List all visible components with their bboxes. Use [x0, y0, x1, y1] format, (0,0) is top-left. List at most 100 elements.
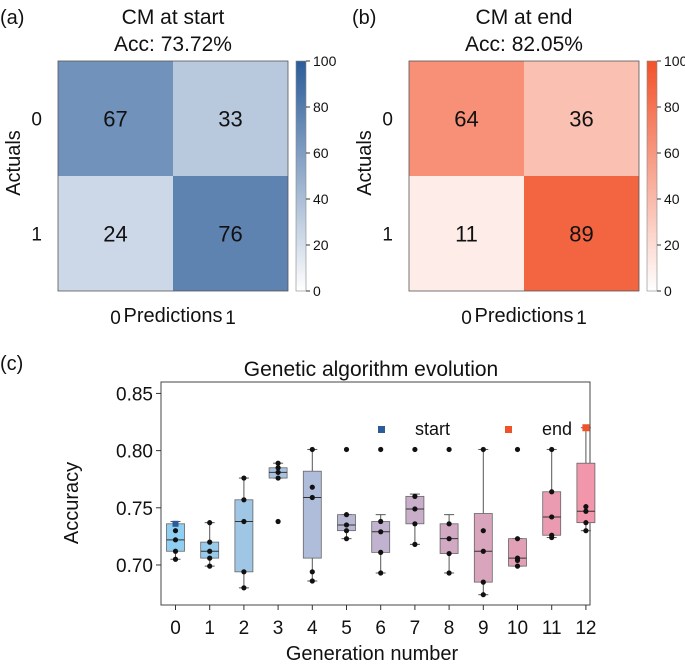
data-point: [583, 528, 589, 534]
data-point: [412, 541, 418, 547]
data-point: [309, 578, 315, 584]
data-point: [446, 521, 452, 527]
data-point: [412, 506, 418, 512]
data-point: [446, 446, 452, 453]
data-point: [241, 497, 247, 503]
box: [473, 513, 493, 583]
data-point: [207, 548, 213, 554]
cm-y-tick-label: 0: [382, 110, 393, 131]
panel-label-a: (a): [0, 7, 24, 29]
data-point: [378, 446, 384, 453]
x-tick-label: 1: [204, 618, 215, 639]
legend-swatch: [505, 426, 512, 433]
data-point: [480, 528, 486, 534]
data-point: [446, 550, 452, 557]
legend-swatch: [378, 426, 385, 433]
data-point: [412, 493, 418, 499]
cm-y-tick-label: 1: [382, 225, 393, 246]
box: [234, 499, 254, 573]
cm-start-xlabel: Predictions: [124, 305, 223, 327]
box-plot-panel: (c) Genetic algorithm evolution Accuracy…: [0, 353, 596, 665]
data-point: [412, 446, 418, 453]
box-plot-title: Genetic algorithm evolution: [244, 358, 498, 381]
cm-cell-value: 36: [569, 107, 593, 132]
y-tick-label: 0.85: [116, 384, 153, 405]
cm-cell: [524, 176, 639, 291]
data-point: [378, 549, 384, 555]
cm-cell-value: 67: [103, 107, 127, 132]
data-point: [343, 512, 350, 518]
colorbar-tick-label: 0: [313, 283, 321, 299]
cm-frame: [408, 60, 640, 292]
data-point: [241, 569, 247, 575]
data-point: [172, 528, 179, 534]
data-point: [480, 592, 486, 598]
box-plot-ylabel: Accuracy: [61, 462, 83, 544]
box-plot-xlabel: Generation number: [286, 643, 459, 665]
cm-end-subtitle: Acc: 82.05%: [465, 33, 583, 56]
data-point: [583, 520, 589, 526]
cm-cell: [173, 61, 288, 176]
data-point: [514, 536, 521, 542]
data-point: [309, 484, 315, 490]
legend-label: start: [415, 419, 450, 439]
data-point: [172, 556, 179, 562]
colorbar-tick-label: 60: [664, 145, 680, 161]
data-point: [172, 548, 179, 554]
data-point: [343, 536, 350, 542]
x-tick-label: 11: [542, 618, 562, 639]
data-point: [549, 489, 555, 495]
x-tick-label: 10: [507, 618, 528, 639]
y-tick-label: 0.75: [116, 499, 153, 520]
end-marker: [582, 424, 590, 432]
x-tick-label: 12: [575, 618, 596, 639]
confusion-matrix-end-panel: (b) CM at end Acc: 82.05% Actuals Predic…: [352, 6, 685, 329]
data-point: [480, 548, 486, 554]
data-point: [480, 579, 486, 585]
data-point: [241, 475, 247, 481]
cm-cell-value: 33: [218, 107, 242, 132]
data-point: [583, 508, 589, 514]
data-point: [378, 570, 384, 576]
data-point: [446, 536, 452, 542]
box: [371, 521, 391, 553]
data-point: [343, 528, 350, 534]
cm-cell-value: 89: [569, 222, 593, 247]
data-point: [241, 518, 247, 525]
data-point: [514, 446, 521, 453]
data-point: [309, 446, 315, 453]
x-tick-label: 6: [375, 618, 386, 639]
data-point: [343, 446, 350, 453]
x-tick-label: 7: [410, 618, 421, 639]
data-point: [378, 518, 384, 525]
x-tick-label: 3: [273, 618, 284, 639]
data-point: [378, 529, 384, 535]
cm-x-tick-label: 0: [461, 308, 472, 329]
plot-frame: [160, 381, 591, 606]
cm-end-xlabel: Predictions: [475, 305, 574, 327]
data-point: [207, 520, 213, 526]
data-point: [309, 569, 315, 575]
legend-label: end: [542, 419, 572, 439]
x-tick-label: 8: [444, 618, 455, 639]
x-tick-label: 5: [341, 618, 352, 639]
data-point: [343, 522, 350, 528]
data-point: [207, 539, 213, 545]
confusion-matrix-start-panel: (a) CM at start Acc: 73.72% Actuals Pred…: [0, 6, 337, 329]
data-point: [514, 563, 521, 569]
colorbar-tick-label: 80: [664, 99, 680, 115]
data-point: [549, 532, 555, 538]
box: [302, 470, 322, 559]
cm-end-ylabel: Actuals: [354, 130, 376, 196]
cm-frame: [57, 60, 289, 292]
cm-cell: [58, 61, 173, 176]
cm-start-subtitle: Acc: 73.72%: [114, 33, 232, 56]
data-point: [275, 475, 281, 481]
cm-start-ylabel: Actuals: [3, 130, 25, 196]
colorbar-tick-label: 100: [664, 53, 685, 69]
data-point: [549, 446, 555, 453]
panel-label-b: (b): [352, 7, 376, 29]
data-point: [275, 465, 281, 471]
y-tick-label: 0.70: [116, 556, 153, 577]
data-point: [207, 555, 213, 561]
